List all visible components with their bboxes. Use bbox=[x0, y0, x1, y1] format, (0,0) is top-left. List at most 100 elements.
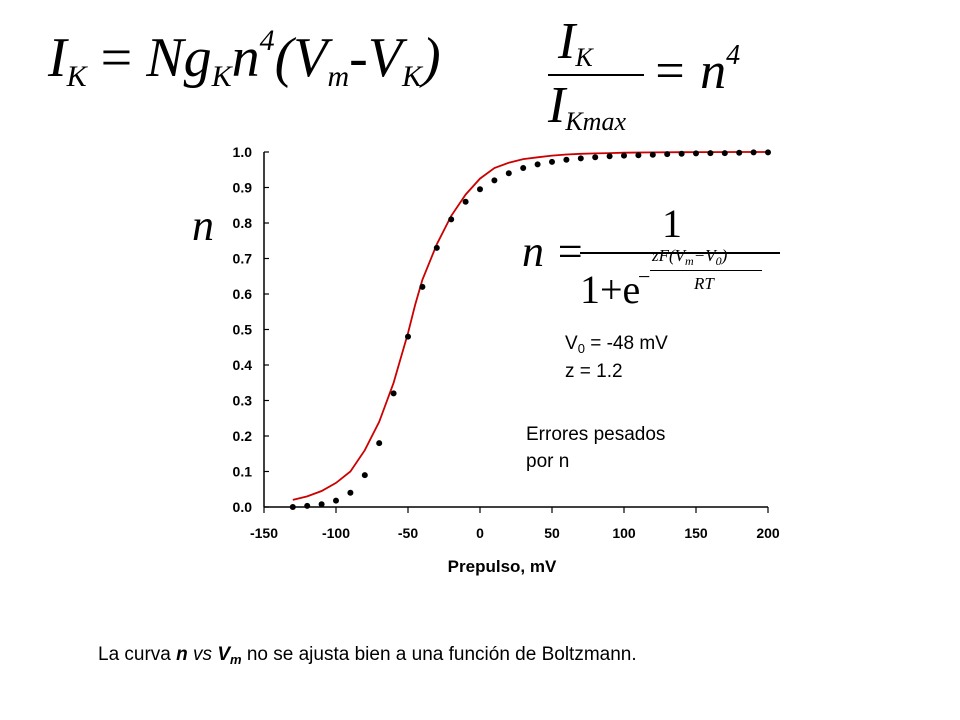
y-tick-label: 0.2 bbox=[233, 428, 253, 444]
data-point bbox=[477, 186, 483, 193]
x-tick-label: -150 bbox=[250, 525, 278, 541]
data-point bbox=[361, 472, 368, 479]
y-tick-label: 0.4 bbox=[233, 357, 253, 373]
param-v0-value: = -48 mV bbox=[584, 333, 668, 354]
caption-v-sub: m bbox=[230, 652, 242, 667]
weighting-note-line1: Errores pesados bbox=[526, 424, 666, 445]
data-point bbox=[534, 161, 541, 168]
eq1-rhs-n: n bbox=[231, 27, 260, 89]
x-tick-label: -50 bbox=[398, 525, 418, 541]
y-tick-label: 1.0 bbox=[233, 144, 253, 160]
data-point bbox=[505, 170, 512, 177]
weighting-note-line2: por n bbox=[526, 451, 570, 472]
caption-c: no se ajusta bien a una función de Boltz… bbox=[241, 644, 637, 665]
boltzmann-den-text: 1+e bbox=[580, 267, 641, 312]
x-tick-label: -100 bbox=[322, 525, 350, 541]
eq1-rhs-a: Ng bbox=[146, 27, 212, 89]
exp-num-a: zF(V bbox=[652, 246, 686, 265]
x-tick-label: 150 bbox=[684, 525, 708, 541]
data-point bbox=[520, 165, 527, 171]
eq1-rhs-m: m bbox=[327, 60, 350, 93]
y-tick-label: 0.8 bbox=[233, 215, 253, 231]
current-equation: IK = NgKn4(Vm-VK) bbox=[48, 24, 441, 93]
x-tick-label: 100 bbox=[612, 525, 636, 541]
boltzmann-lhs: n = bbox=[522, 227, 585, 276]
eq1-rhs-open: (V bbox=[274, 27, 328, 89]
data-point bbox=[563, 156, 570, 163]
data-point bbox=[462, 198, 469, 205]
boltzmann-equation: n = 1 1+e − zF(Vm−V0) RT bbox=[522, 200, 782, 313]
boltzmann-denominator: 1+e bbox=[580, 266, 640, 313]
exp-num-b: −V bbox=[693, 246, 716, 265]
eq1-rhs-close: ) bbox=[422, 27, 441, 89]
exponent-denominator: RT bbox=[694, 274, 714, 293]
chart-axes: 0.0 0.1 0.2 0.3 0.4 0.5 0.6 0.7 0.8 0.9 1.0 -150 -10… bbox=[192, 144, 780, 576]
data-point bbox=[664, 151, 671, 158]
ratio-den-i: I bbox=[548, 77, 566, 134]
caption-v: V bbox=[217, 644, 231, 665]
data-point bbox=[390, 390, 397, 397]
caption-vs: vs bbox=[187, 644, 218, 665]
ratio-rhs-pow: 4 bbox=[726, 40, 741, 71]
data-point bbox=[318, 501, 325, 508]
data-point bbox=[693, 150, 699, 157]
caption-n: n bbox=[176, 644, 188, 665]
exponent-numerator: zF(Vm−V0) bbox=[652, 246, 727, 268]
param-v0-sub: 0 bbox=[577, 341, 585, 356]
data-point bbox=[376, 440, 383, 447]
eq1-rhs-k: K bbox=[402, 60, 423, 93]
param-v0: V0 = -48 mV bbox=[565, 333, 668, 355]
param-v0-label: V bbox=[565, 333, 578, 354]
data-point bbox=[304, 502, 311, 509]
data-point bbox=[678, 150, 685, 157]
eq1-rhs-mid: -V bbox=[349, 27, 403, 89]
ratio-num-i: I bbox=[558, 13, 576, 70]
y-tick-label: 0.1 bbox=[233, 464, 253, 480]
data-point bbox=[606, 153, 613, 160]
data-point bbox=[635, 152, 642, 159]
ratio-num-sub: K bbox=[575, 43, 593, 72]
exp-num-m: m bbox=[685, 254, 694, 268]
data-point bbox=[491, 177, 498, 184]
ratio-rhs: = n4 bbox=[652, 42, 740, 101]
data-point bbox=[405, 333, 411, 340]
eq1-rhs-pow: 4 bbox=[259, 24, 275, 57]
data-point bbox=[448, 216, 455, 223]
boltzmann-numerator: 1 bbox=[662, 201, 682, 246]
data-point bbox=[721, 150, 728, 157]
exponent-bar bbox=[650, 270, 762, 271]
x-tick-label: 200 bbox=[756, 525, 780, 541]
data-point bbox=[347, 489, 354, 496]
eq1-rhs-a-sub: K bbox=[211, 60, 232, 93]
ratio-rhs-n: = n bbox=[652, 43, 727, 100]
y-tick-label: 0.7 bbox=[233, 251, 253, 267]
boltzmann-fraction-bar bbox=[580, 252, 780, 254]
data-point bbox=[419, 283, 426, 290]
fraction-bar bbox=[548, 74, 644, 76]
eq1-lhs: I bbox=[48, 27, 67, 89]
data-point bbox=[736, 149, 743, 156]
data-point bbox=[765, 149, 771, 156]
data-point bbox=[549, 158, 555, 165]
x-tick-label: 50 bbox=[544, 525, 560, 541]
weighting-note: Errores pesados por n bbox=[526, 421, 665, 475]
param-z: z = 1.2 bbox=[565, 361, 623, 382]
x-axis-title: Prepulso, mV bbox=[448, 557, 557, 576]
x-tick-label: 0 bbox=[476, 525, 484, 541]
data-point bbox=[333, 497, 339, 504]
y-tick-label: 0.9 bbox=[233, 180, 253, 196]
data-point bbox=[433, 244, 440, 251]
data-points-layer bbox=[289, 149, 771, 510]
caption: La curva n vs Vm no se ajusta bien a una… bbox=[98, 644, 637, 666]
y-axis-title: n bbox=[192, 201, 214, 250]
eq1-lhs-sub: K bbox=[66, 60, 87, 93]
y-tick-label: 0.6 bbox=[233, 286, 253, 302]
y-tick-label: 0.0 bbox=[233, 499, 253, 515]
data-point bbox=[707, 150, 714, 157]
caption-a: La curva bbox=[98, 644, 177, 665]
data-point bbox=[621, 152, 627, 159]
ratio-numerator: IK bbox=[558, 12, 593, 71]
data-point bbox=[592, 154, 599, 161]
data-point bbox=[750, 149, 757, 156]
